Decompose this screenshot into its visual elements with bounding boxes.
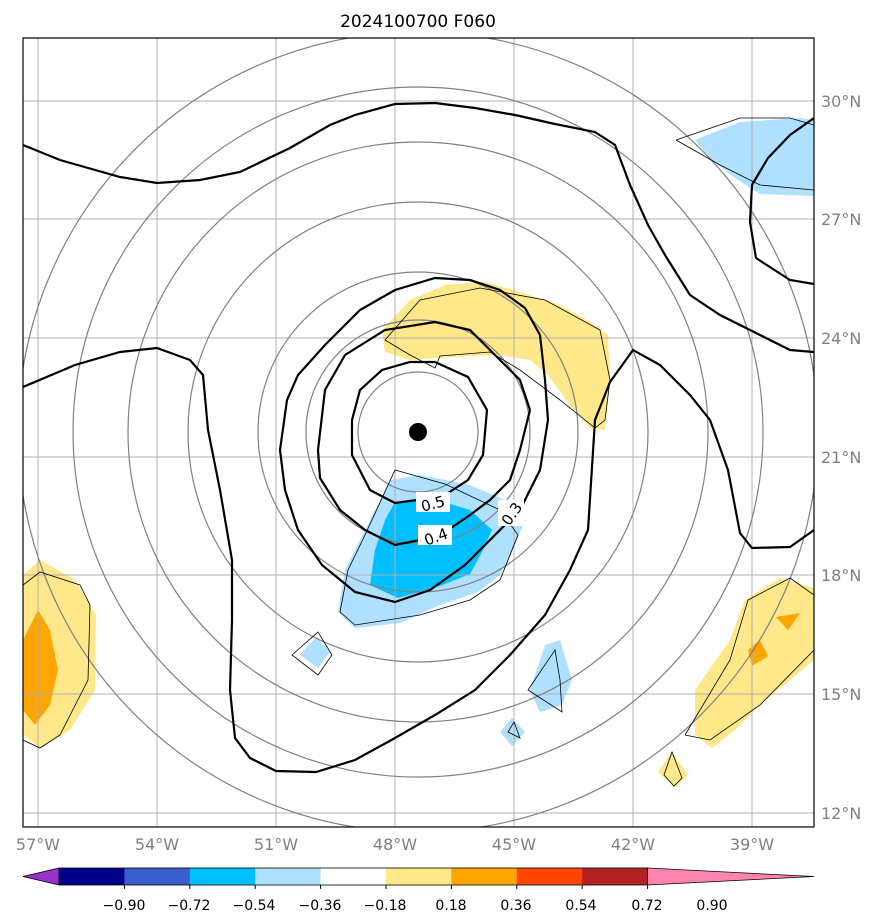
shade-ne-blue (695, 118, 814, 196)
colorbar-segment (124, 868, 191, 885)
shade-small-blue-1 (300, 637, 330, 668)
lon-tick-label: 42°W (611, 835, 655, 854)
colorbar-border (58, 867, 648, 886)
lat-tick-label: 18°N (821, 566, 861, 585)
lon-tick-labels: 57°W 54°W 51°W 48°W 45°W 42°W 39°W (16, 835, 774, 854)
colorbar-segment (189, 868, 256, 885)
figure-title: 2024100700 F060 (340, 12, 496, 32)
lon-tick-label: 48°W (373, 835, 417, 854)
contour-label-bg-2 (418, 525, 452, 545)
colorbar (22, 867, 815, 889)
shade-small-blue-3 (500, 718, 525, 746)
lat-tick-labels: 30°N 27°N 24°N 21°N 18°N 15°N 12°N (821, 92, 861, 823)
colorbar-labels: −0.90 −0.72 −0.54 −0.36 −0.18 0.18 0.36 … (103, 898, 728, 914)
lon-tick-label: 54°W (135, 835, 179, 854)
thick-contours (23, 101, 814, 774)
colorbar-segment (320, 868, 387, 885)
lat-tick-label: 15°N (821, 685, 861, 704)
colorbar-label: −0.90 (103, 898, 146, 914)
lat-tick-label: 12°N (821, 804, 861, 823)
colorbar-label: −0.18 (364, 898, 407, 914)
colorbar-label: 0.54 (565, 898, 596, 914)
colorbar-segment (451, 868, 518, 885)
colorbar-segment (582, 868, 649, 885)
shade-w-orange (23, 610, 58, 725)
lon-tick-label: 45°W (492, 835, 536, 854)
contour-labels: 0.5 0.4 0.3 (416, 492, 526, 550)
lat-tick-label: 24°N (821, 329, 861, 348)
colorbar-label: 0.18 (435, 898, 466, 914)
colorbar-segment (59, 868, 125, 885)
colorbar-extend-right (647, 867, 815, 886)
contour-label-bg-3 (498, 500, 524, 526)
colorbar-label: 0.36 (500, 898, 531, 914)
lon-tick-label: 51°W (254, 835, 298, 854)
map-border (22, 37, 815, 828)
shade-center-yellow (382, 282, 610, 430)
colorbar-label: −0.36 (299, 898, 342, 914)
storm-center-marker (409, 423, 427, 441)
colorbar-label: −0.72 (168, 898, 211, 914)
lat-tick-label: 21°N (821, 448, 861, 467)
lat-tick-label: 30°N (821, 92, 861, 111)
gridlines (23, 38, 814, 827)
shade-se-orange-2 (776, 613, 800, 630)
range-rings (23, 38, 814, 827)
colorbar-segment (516, 868, 583, 885)
shade-center-blue (370, 498, 492, 598)
contour-label-05: 0.5 (419, 492, 447, 516)
colorbar-label: −0.54 (233, 898, 276, 914)
lon-tick-label: 39°W (730, 835, 774, 854)
shade-se-orange-1 (748, 640, 768, 666)
colorbar-label: 0.90 (696, 898, 727, 914)
lon-tick-label: 57°W (16, 835, 60, 854)
colorbar-label: 0.72 (631, 898, 662, 914)
lat-tick-label: 27°N (821, 210, 861, 229)
colorbar-segment (386, 868, 452, 885)
colorbar-extend-left (22, 867, 60, 886)
contour-label-bg-1 (416, 492, 450, 512)
colorbar-segment (255, 868, 322, 885)
